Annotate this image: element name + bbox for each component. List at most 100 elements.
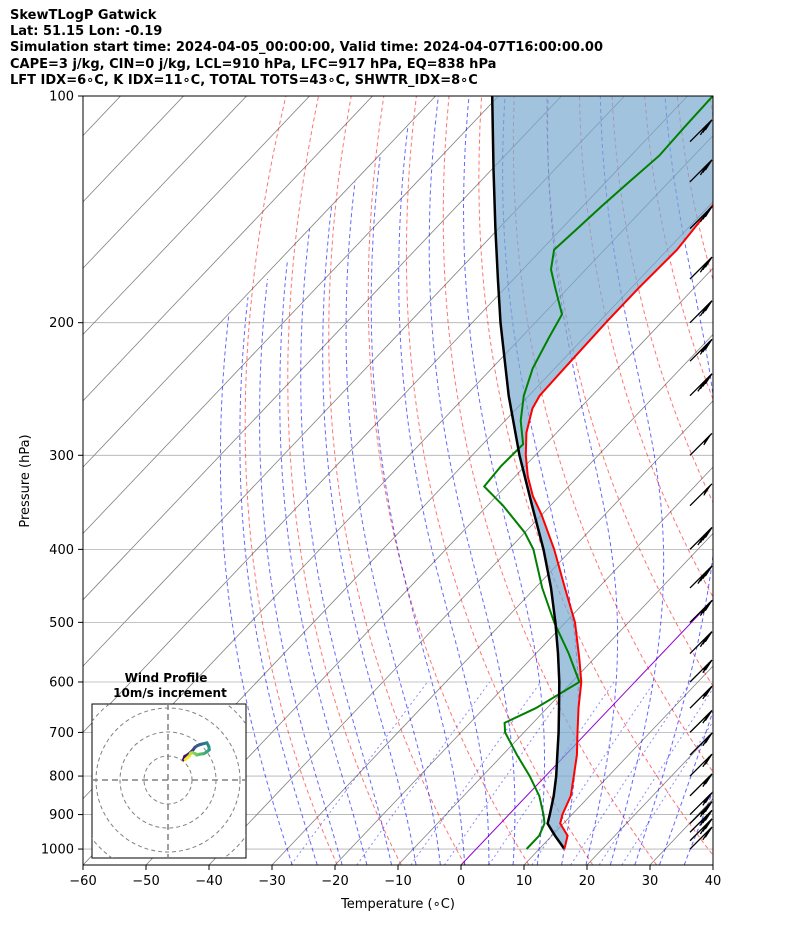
dry-adiabat [743,96,794,865]
y-tick-label: 100 [49,90,74,105]
isotherm [397,532,713,865]
wind-barb [689,256,713,280]
wind-barb [689,483,713,507]
hodograph-subtitle: 10m/s increment [113,686,227,700]
indices-line: LFT IDX=6∘C, K IDX=11∘C, TOTAL TOTS=43∘C… [10,73,478,88]
mixing-ratio-line [356,681,491,865]
moist-adiabat [300,228,392,865]
moist-adiabat [599,96,665,865]
wind-barb [689,373,713,397]
y-tick-label: 500 [49,616,74,631]
dry-adiabat [287,96,402,865]
isotherm [83,96,436,468]
location-line: Lat: 51.15 Lon: -0.19 [10,24,163,39]
isotherm [83,96,373,402]
dry-adiabat [775,96,794,865]
isotherm [271,400,713,865]
wind-barb [689,801,713,825]
dry-adiabat [367,96,530,865]
x-tick-label: −10 [384,874,411,889]
dry-adiabat [478,96,713,856]
y-tick-label: 700 [49,726,74,741]
isotherm [83,96,562,601]
isotherm [83,96,247,269]
moist-adiabat [322,205,417,865]
wind-barb [689,206,713,230]
mixing-ratio-line [410,681,542,865]
x-tick-label: 10 [516,874,533,889]
x-tick-label: 0 [457,874,465,889]
x-tick-label: 40 [705,874,722,889]
dry-adiabat [709,96,713,121]
wind-barb [689,826,713,850]
x-axis-label: Temperature (∘C) [340,897,455,912]
wind-barb [689,809,713,833]
time-line: Simulation start time: 2024-04-05_00:00:… [10,40,603,55]
x-tick-label: −60 [69,874,96,889]
isotherm [523,665,713,865]
moist-adiabat [259,278,343,865]
wind-barb [689,565,713,589]
cape-line: CAPE=3 j/kg, CIN=0 j/kg, LCL=910 hPa, LF… [10,57,497,72]
wind-barb [689,631,713,654]
moist-adiabat [462,96,545,865]
x-tick-label: −50 [132,874,159,889]
mixing-ratio-line [598,687,713,865]
isotherm [712,864,713,865]
y-tick-label: 800 [49,770,74,785]
cape-area [492,96,713,849]
mixing-ratio-line [488,681,615,865]
wind-barb [689,685,713,709]
moist-adiabat [634,96,713,865]
moist-adiabat [279,259,368,865]
moist-adiabat [219,314,293,865]
hodograph-frame [91,703,247,859]
moist-adiabat [659,709,713,865]
wind-barb [689,119,713,143]
dry-adiabat [512,96,713,773]
wind-barb [689,818,713,842]
wind-barb [689,159,713,183]
y-tick-label: 1000 [41,843,74,858]
wind-barb [689,732,713,756]
y-tick-label: 400 [49,543,74,558]
moist-adiabat [345,181,441,865]
y-tick-label: 200 [49,316,74,331]
wind-barb [689,659,713,683]
wind-barb [689,338,713,362]
axes: −60 −50 −40 −30 −20 −10 0 10 20 30 40 100 200 300 400 5… [41,90,721,890]
cape-fill [492,96,713,849]
moist-adiabat [547,96,619,865]
wind-barbs [689,119,713,850]
mixing-ratio-line [290,681,428,865]
y-tick-label: 300 [49,449,74,464]
moist-adiabat [428,96,516,865]
wind-barb [689,527,713,550]
isotherm [334,466,713,865]
wind-barb [689,599,713,623]
wind-barb [689,773,713,797]
y-axis-label: Pressure (hPa) [18,434,33,527]
wind-barb [689,432,713,456]
dry-adiabat [244,96,338,865]
wind-barb [689,710,713,733]
dewpoint-line [482,96,713,850]
dry-adiabat [611,96,713,504]
dry-adiabat [442,96,658,865]
sounding-profiles [482,96,713,850]
wind-barb [689,792,713,816]
y-tick-label: 900 [49,808,74,823]
x-tick-label: 30 [642,874,659,889]
hodograph: Wind Profile 10m/s increment [91,671,247,859]
dry-adiabat [546,96,713,688]
moist-adiabat [370,155,466,865]
moist-adiabat [239,297,318,865]
mixing-ratio-line [443,681,573,865]
parcel-line [490,96,566,850]
y-tick-label: 600 [49,675,74,690]
chart-title: SkewTLogP Gatwick [10,8,157,23]
zero-isotherm [460,599,713,865]
isotherm [83,96,310,336]
wind-barb [689,753,713,777]
x-tick-label: −20 [321,874,348,889]
